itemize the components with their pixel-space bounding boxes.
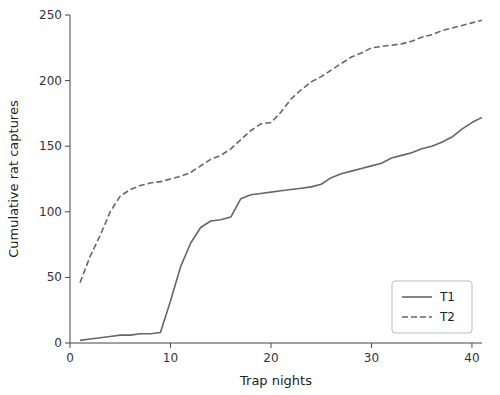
legend-swatch xyxy=(402,316,432,318)
y-tick-label: 200 xyxy=(39,74,62,88)
series-line xyxy=(80,20,482,282)
y-axis-line xyxy=(70,15,71,343)
x-tick-label: 20 xyxy=(263,351,278,365)
x-tick xyxy=(371,343,372,348)
chart: 0 10 20 30 40 0 50 100 150 200 250 Trap nights Cumul… xyxy=(0,0,500,395)
y-tick-label: 50 xyxy=(47,270,62,284)
legend-label: T2 xyxy=(439,310,455,324)
y-axis-label: Cumulative rat captures xyxy=(6,100,21,258)
y-tick xyxy=(65,343,70,344)
x-tick xyxy=(270,343,271,348)
y-tick xyxy=(65,15,70,16)
legend-label: T1 xyxy=(439,290,455,304)
legend-swatch xyxy=(402,296,432,298)
x-tick-label: 10 xyxy=(163,351,178,365)
series-line xyxy=(80,117,482,340)
y-tick-label: 250 xyxy=(39,8,62,22)
y-tick-label: 150 xyxy=(39,139,62,153)
y-tick xyxy=(65,211,70,212)
legend-box xyxy=(392,281,472,333)
x-tick xyxy=(170,343,171,348)
x-axis-label: Trap nights xyxy=(239,373,312,388)
lines xyxy=(80,20,482,340)
x-axis-line xyxy=(70,343,482,344)
y-tick xyxy=(65,80,70,81)
y-tick-label: 100 xyxy=(39,205,62,219)
y-tick xyxy=(65,277,70,278)
y-tick xyxy=(65,146,70,147)
legend: T1T2 xyxy=(392,281,472,333)
x-tick-label: 30 xyxy=(364,351,379,365)
y-tick-label: 0 xyxy=(54,336,62,350)
x-tick-label: 0 xyxy=(66,351,74,365)
x-tick xyxy=(471,343,472,348)
x-tick xyxy=(70,343,71,348)
x-tick-label: 40 xyxy=(464,351,479,365)
